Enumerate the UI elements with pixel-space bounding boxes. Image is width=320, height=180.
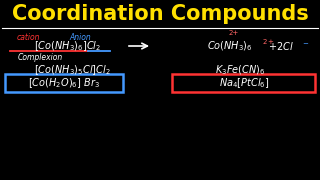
Text: $-$: $-$ (302, 39, 309, 45)
Text: $K_3Fe(CN)_6$: $K_3Fe(CN)_6$ (215, 63, 265, 77)
Text: $[Co(H_2O)_6]\ Br_3$: $[Co(H_2O)_6]\ Br_3$ (28, 76, 100, 90)
Text: Coordination Compounds: Coordination Compounds (12, 4, 308, 24)
Text: Anion: Anion (69, 33, 91, 42)
Text: 2+: 2+ (229, 30, 239, 36)
Text: cation: cation (16, 33, 40, 42)
Text: $2+$: $2+$ (262, 37, 275, 46)
Text: $+ 2Cl$: $+ 2Cl$ (268, 40, 294, 52)
Text: $[Co(NH_3)_6]Cl_2$: $[Co(NH_3)_6]Cl_2$ (35, 39, 101, 53)
Text: $Na_4[PtCl_6]$: $Na_4[PtCl_6]$ (219, 76, 269, 90)
Text: Complexion: Complexion (17, 53, 63, 62)
Text: $Co(NH_3)_6$: $Co(NH_3)_6$ (207, 39, 253, 53)
Text: $[Co(NH_3)_5Cl]Cl_2$: $[Co(NH_3)_5Cl]Cl_2$ (34, 63, 110, 77)
